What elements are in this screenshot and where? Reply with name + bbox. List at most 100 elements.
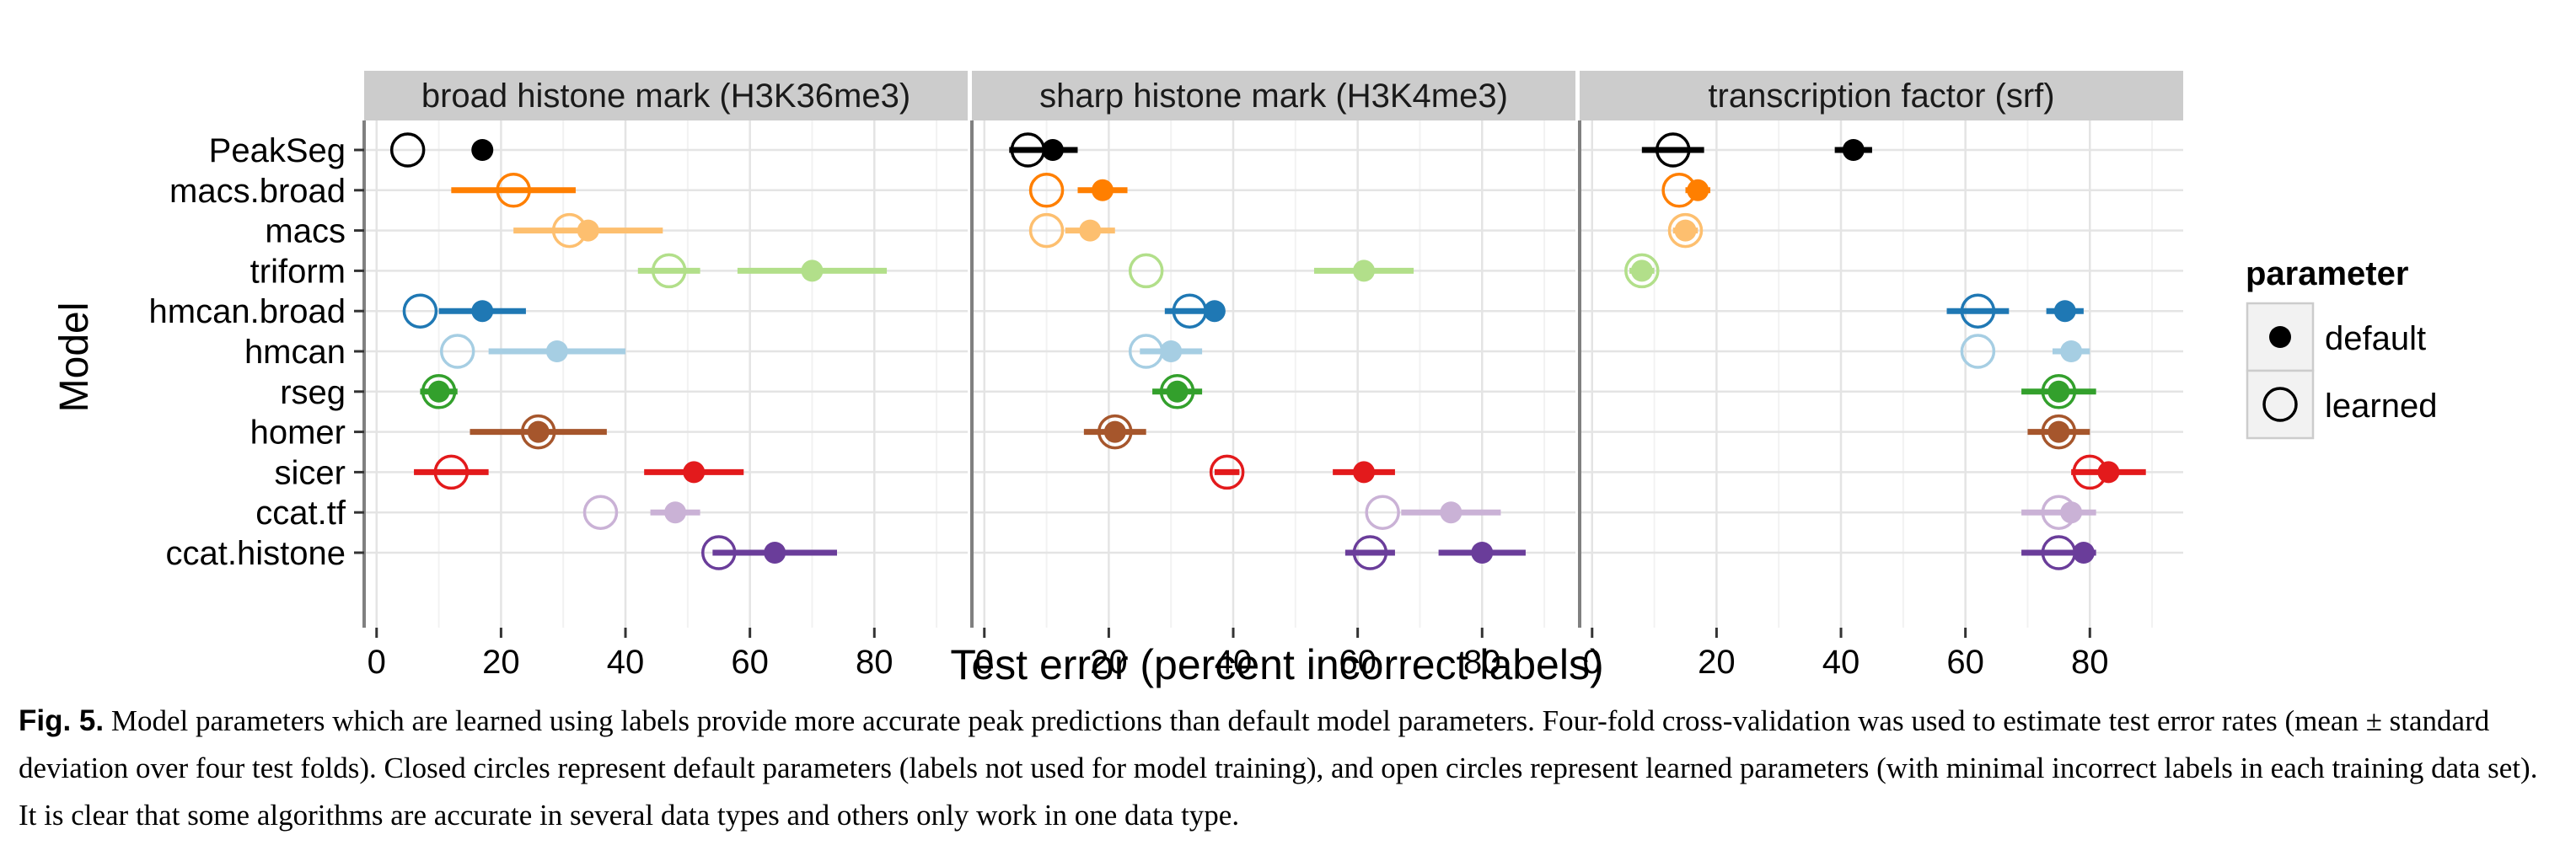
data-point-PeakSeg-learned	[389, 132, 426, 168]
panel-1: broad histone mark (H3K36me3) 0 20 40 60 80	[362, 71, 968, 681]
panel-2: sharp histone mark (H3K4me3) 0 20 40 60 80	[970, 71, 1575, 681]
data-point-macs.broad-learned	[1028, 173, 1065, 208]
data-point-macs-default	[1674, 219, 1697, 242]
data-point-sicer-default	[2071, 461, 2146, 484]
panel-strip	[972, 71, 1575, 120]
data-point-macs-default	[1065, 219, 1115, 242]
default-marker	[1687, 179, 1709, 201]
y-axis-title: Model	[52, 302, 97, 413]
default-marker	[527, 420, 550, 443]
legend-open-marker	[2262, 387, 2298, 422]
data-point-homer-default	[527, 420, 550, 443]
data-point-hmcan.broad-default	[438, 300, 526, 323]
default-marker	[683, 461, 706, 484]
data-point-homer-default	[2047, 420, 2070, 443]
x-tick-label: 0	[975, 644, 994, 681]
legend-label: default	[2325, 320, 2426, 357]
default-marker	[2060, 501, 2083, 524]
y-tick-label: ccat.histone	[166, 535, 346, 572]
y-tick-label: triform	[250, 253, 346, 290]
default-marker	[2047, 420, 2070, 443]
data-point-ccat.tf-default	[1401, 501, 1501, 524]
caption-label: Fig. 5.	[19, 704, 105, 737]
data-point-hmcan.broad-default	[1203, 300, 1226, 323]
data-point-hmcan-default	[1140, 340, 1203, 362]
default-marker	[1842, 139, 1865, 161]
panel-background	[364, 120, 968, 628]
data-point-rseg-default	[427, 380, 450, 403]
legend: parameter default learned	[2246, 255, 2437, 440]
x-tick-label: 80	[856, 644, 894, 681]
x-axis-title: Test error (percent incorrect labels)	[950, 641, 1603, 688]
data-point-macs.broad-learned	[451, 173, 576, 208]
learned-marker	[2041, 414, 2077, 450]
faceted-dot-chart: Model Test error (percent incorrect labe…	[52, 71, 2437, 688]
legend-label: learned	[2325, 388, 2437, 425]
default-marker	[2060, 340, 2083, 362]
data-point-triform-default	[737, 259, 888, 282]
learned-marker	[582, 495, 619, 530]
default-marker	[664, 501, 687, 524]
data-point-hmcan.broad-learned	[1946, 293, 2010, 329]
learned-marker	[433, 454, 470, 490]
y-tick-label: homer	[250, 415, 346, 452]
y-tick-label: macs	[265, 213, 346, 250]
legend-filled-marker	[2269, 326, 2291, 348]
default-marker	[1079, 219, 1102, 242]
learned-marker	[439, 334, 475, 369]
learned-marker	[389, 132, 426, 168]
y-tick-label: hmcan.broad	[149, 293, 346, 330]
data-point-hmcan.broad-default	[2046, 300, 2084, 323]
legend-entry-learned: learned	[2246, 369, 2437, 440]
panel-title: broad histone mark (H3K36me3)	[421, 78, 910, 115]
default-marker	[471, 139, 494, 161]
learned-marker	[1028, 173, 1065, 208]
data-point-PeakSeg-default	[471, 139, 494, 161]
default-marker	[1092, 179, 1114, 201]
panel-title: transcription factor (srf)	[1708, 78, 2054, 115]
data-point-sicer-default	[644, 461, 744, 484]
default-marker	[801, 259, 824, 282]
default-marker	[1353, 259, 1376, 282]
learned-marker	[496, 173, 531, 208]
default-marker	[2097, 461, 2120, 484]
data-point-macs.broad-default	[1077, 179, 1128, 201]
data-point-ccat.histone-default	[712, 542, 837, 564]
panel-strip	[364, 71, 968, 120]
learned-marker	[1352, 535, 1388, 570]
panel-strip	[1580, 71, 2183, 120]
legend-entry-default: default	[2246, 302, 2426, 372]
legend-key	[2246, 369, 2315, 440]
chart-panels: broad histone mark (H3K36me3)0 20 40 60 80sh…	[362, 71, 2183, 681]
default-marker	[2047, 380, 2070, 403]
default-marker	[2053, 300, 2076, 323]
data-point-hmcan-learned	[439, 334, 475, 369]
x-tick-label: 20	[482, 644, 520, 681]
x-tick-label: 60	[1339, 644, 1377, 681]
data-point-triform-default	[1630, 259, 1653, 282]
data-point-rseg-default	[2047, 380, 2070, 403]
default-marker	[2072, 542, 2095, 564]
y-tick-label: ccat.tf	[255, 495, 346, 532]
learned-marker	[1960, 334, 1996, 369]
default-marker	[545, 340, 568, 362]
data-point-ccat.tf-learned	[1365, 495, 1400, 530]
learned-marker	[520, 414, 556, 450]
data-point-macs-learned	[1028, 212, 1065, 249]
learned-marker	[1624, 253, 1660, 289]
x-tick-label: 20	[1090, 644, 1128, 681]
learned-marker	[1365, 495, 1400, 530]
default-marker	[1471, 542, 1494, 564]
data-point-sicer-default	[1333, 461, 1395, 484]
x-tick-label: 40	[1822, 644, 1860, 681]
y-tick-label: PeakSeg	[209, 132, 346, 169]
data-point-PeakSeg-learned	[1641, 132, 1704, 168]
data-point-hmcan-learned	[1960, 334, 1996, 369]
legend-title: parameter	[2246, 255, 2408, 292]
x-tick-label: 80	[2071, 644, 2109, 681]
data-point-ccat.tf-default	[2060, 501, 2083, 524]
data-point-hmcan-default	[488, 340, 626, 362]
data-point-PeakSeg-default	[1834, 139, 1872, 161]
learned-marker	[421, 374, 457, 409]
